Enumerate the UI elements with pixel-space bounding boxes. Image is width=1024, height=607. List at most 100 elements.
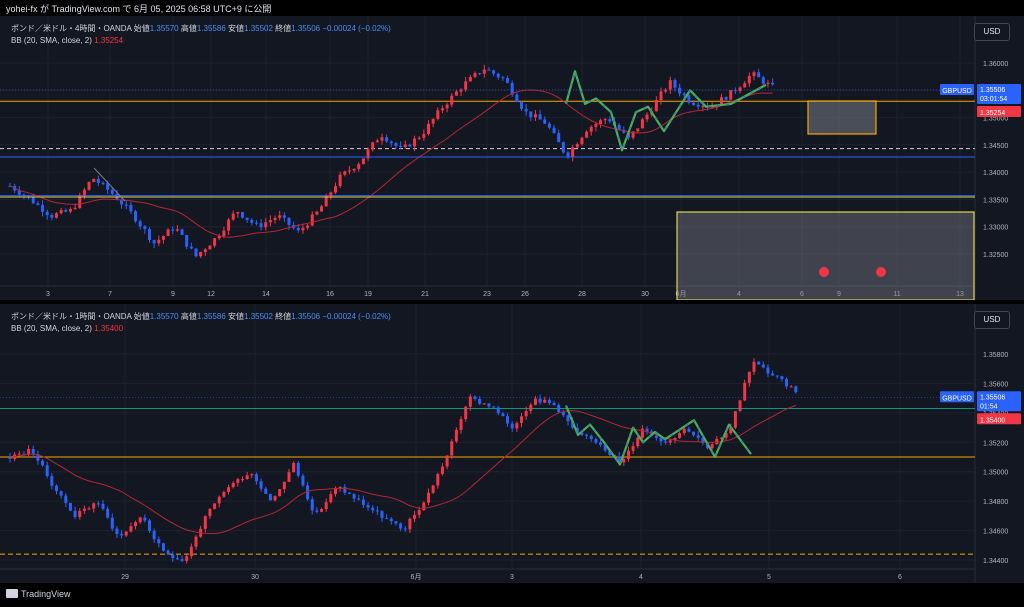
candle-body — [227, 219, 231, 231]
candle-body — [152, 530, 156, 540]
candle-body — [222, 492, 226, 497]
candle-body — [189, 246, 193, 249]
candle-body — [96, 503, 100, 505]
time-tick-label: 5 — [767, 574, 771, 581]
price-axis — [975, 304, 1024, 583]
candle-body — [217, 236, 221, 239]
candle-body — [678, 433, 682, 438]
currency-button[interactable]: USD — [974, 311, 1010, 329]
candle-body — [87, 181, 91, 190]
candle-body — [296, 462, 300, 476]
symbol-title[interactable]: ポンド／米ドル・4時間・OANDA — [11, 24, 132, 33]
candle-body — [450, 441, 454, 456]
candle-body — [403, 528, 407, 530]
tradingview-logo[interactable]: TradingView — [6, 589, 71, 599]
candle-body — [264, 222, 268, 228]
candle-body — [236, 212, 240, 214]
candle-body — [213, 238, 217, 246]
candle-body — [203, 249, 207, 253]
candle-body — [692, 431, 696, 436]
candle-body — [268, 220, 272, 223]
candle-body — [696, 435, 700, 438]
candle-body — [440, 108, 444, 111]
candle-body — [478, 398, 482, 404]
wave-overlay-accent — [565, 69, 767, 152]
candle-body — [417, 510, 421, 515]
symbol-tag-text: GBPUSD — [942, 395, 972, 402]
wave-overlay — [564, 405, 752, 466]
us-event-icon — [819, 267, 829, 277]
time-tick-label: 13 — [956, 291, 964, 298]
symbol-title[interactable]: ポンド／米ドル・1時間・OANDA — [11, 312, 132, 321]
chart-pane-1h[interactable]: 1.35800 1.35600 1.35400 1.35200 1.35000 1.348… — [0, 304, 1024, 583]
tv-logo-icon — [6, 589, 18, 598]
candle-body — [510, 82, 514, 95]
candle-body — [148, 520, 151, 531]
candle-body — [403, 144, 407, 147]
currency-button[interactable]: USD — [974, 23, 1010, 41]
chart-pane-4h[interactable]: 1.360001.355001.350001.345001.340001.335… — [0, 16, 1024, 300]
candle-body — [55, 485, 58, 492]
candle-body — [468, 396, 472, 407]
chart-canvas-4h[interactable]: 1.360001.355001.350001.345001.340001.335… — [0, 16, 1024, 300]
candle-body — [668, 80, 672, 90]
candle-body — [27, 195, 31, 198]
candle-body — [301, 227, 305, 231]
bb-title: BB (20, SMA, close, 2) — [11, 36, 92, 45]
time-tick-label: 30 — [641, 291, 649, 298]
chart-canvas-1h[interactable]: 1.35800 1.35600 1.35400 1.35200 1.35000 1.348… — [0, 304, 1024, 583]
candle-body — [306, 485, 310, 500]
candle-body — [138, 517, 142, 523]
candle-body — [343, 171, 347, 175]
low-label: 安値 — [228, 312, 245, 321]
bb-basis-line — [9, 404, 797, 535]
candle-body — [752, 72, 756, 76]
candle-body — [208, 508, 212, 517]
pane-separator[interactable] — [0, 300, 1024, 304]
candle-body — [413, 138, 417, 147]
candle-body — [673, 80, 677, 88]
candle-body — [320, 206, 324, 212]
price-tick-label: 1.32500 — [983, 252, 1008, 259]
publish-header: yohei-fx が TradingView.com で 6月 05, 2025… — [0, 0, 1024, 16]
candle-body — [315, 510, 319, 512]
bb-legend-4h[interactable]: BB (20, SMA, close, 2) 1.35254 — [11, 36, 123, 45]
demand-zone-box — [676, 211, 975, 300]
candle-body — [208, 245, 212, 250]
time-tick-label: 23 — [483, 291, 491, 298]
candle-body — [427, 123, 430, 135]
candle-body — [520, 101, 523, 109]
candle-body — [524, 108, 528, 112]
candle-body — [380, 137, 384, 141]
candle-body — [329, 494, 333, 503]
candle-body — [157, 539, 161, 544]
candle-body — [761, 364, 765, 368]
candle-body — [547, 399, 551, 403]
candle-body — [92, 503, 96, 509]
candle-body — [231, 213, 235, 220]
candle-body — [487, 403, 491, 407]
candle-body — [241, 479, 244, 481]
price-tick-label: 1.34800 — [983, 499, 1008, 506]
candle-body — [757, 72, 761, 78]
candle-body — [594, 124, 598, 127]
candle-body — [594, 439, 598, 443]
candle-body — [436, 110, 440, 119]
bb-legend-1h[interactable]: BB (20, SMA, close, 2) 1.35400 — [11, 324, 123, 333]
candle-body — [282, 215, 286, 218]
change-value: −0.00024 (−0.02%) — [322, 312, 391, 321]
candle-body — [473, 396, 477, 399]
candle-body — [496, 407, 500, 414]
time-tick-label: 6 — [898, 574, 902, 581]
candle-body — [41, 460, 45, 466]
candle-body — [250, 219, 254, 223]
candle-body — [645, 114, 649, 120]
candle-body — [682, 428, 686, 434]
candle-body — [324, 502, 328, 510]
candle-body — [236, 479, 240, 483]
candle-body — [780, 376, 784, 379]
candle-body — [245, 217, 249, 220]
candle-body — [631, 446, 635, 451]
open-value: 1.35570 — [149, 24, 179, 33]
candle-body — [603, 119, 607, 121]
